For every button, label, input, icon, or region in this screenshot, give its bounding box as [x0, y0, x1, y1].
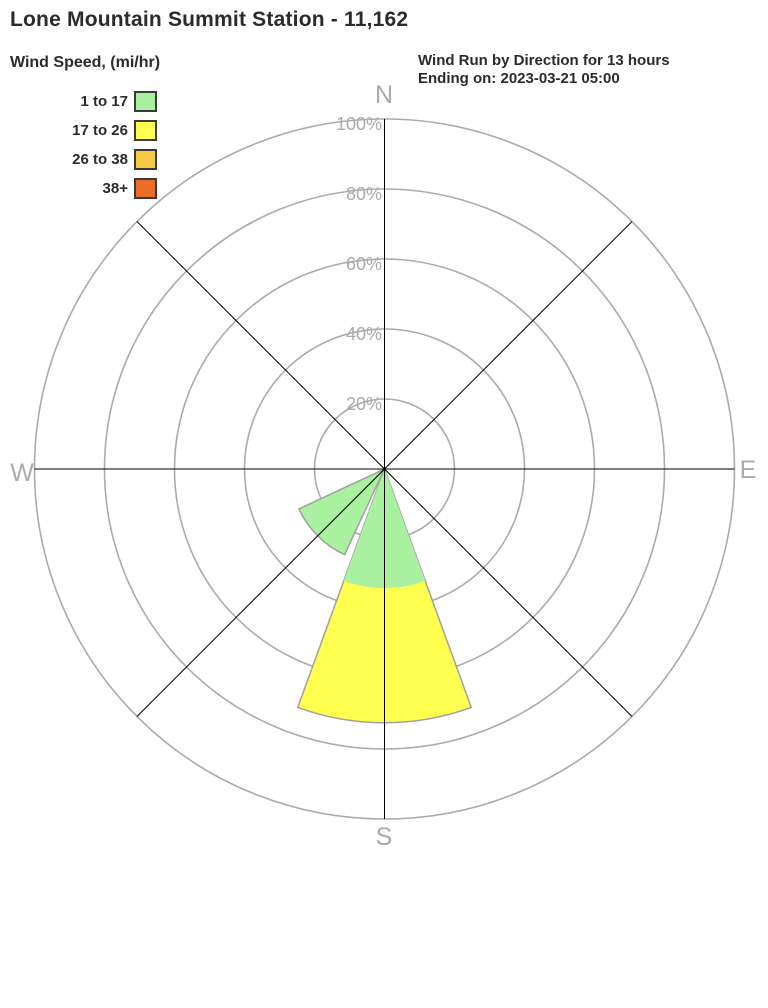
legend-item-label: 38+ [102, 180, 128, 197]
ring-tick-label-20: 20% [346, 394, 382, 414]
ring-tick-label-60: 60% [346, 254, 382, 274]
page-title: Lone Mountain Summit Station - 11,162 [10, 8, 409, 31]
chart-subtitle: Wind Run by Direction for 13 hours Endin… [418, 52, 670, 88]
legend-color-swatch [134, 91, 157, 112]
legend-item: 17 to 26 [0, 116, 160, 145]
legend-color-swatch [134, 149, 157, 170]
legend-color-swatch [134, 120, 157, 141]
direction-label-S: S [376, 823, 393, 851]
direction-label-N: N [375, 81, 393, 109]
direction-label-W: W [10, 459, 34, 487]
subtitle-line2: Ending on: 2023-03-21 05:00 [418, 70, 620, 87]
legend-item: 38+ [0, 174, 160, 203]
legend-rows: 1 to 17 17 to 26 26 to 38 38+ [0, 87, 160, 203]
legend-item-label: 1 to 17 [80, 93, 128, 110]
legend-item-label: 17 to 26 [72, 122, 128, 139]
ring-tick-label-100: 100% [336, 114, 382, 134]
subtitle-line1: Wind Run by Direction for 13 hours [418, 52, 670, 69]
legend-item-label: 26 to 38 [72, 151, 128, 168]
legend-color-swatch [134, 178, 157, 199]
direction-label-E: E [740, 456, 757, 484]
legend-item: 26 to 38 [0, 145, 160, 174]
radial-axis-line [136, 221, 633, 717]
ring-tick-label-40: 40% [346, 324, 382, 344]
legend-heading: Wind Speed, (mi/hr) [10, 54, 161, 71]
ring-tick-label-80: 80% [346, 184, 382, 204]
wind-speed-legend: Wind Speed, (mi/hr) 1 to 17 17 to 26 26 to… [0, 54, 160, 203]
legend-item: 1 to 17 [0, 87, 160, 116]
